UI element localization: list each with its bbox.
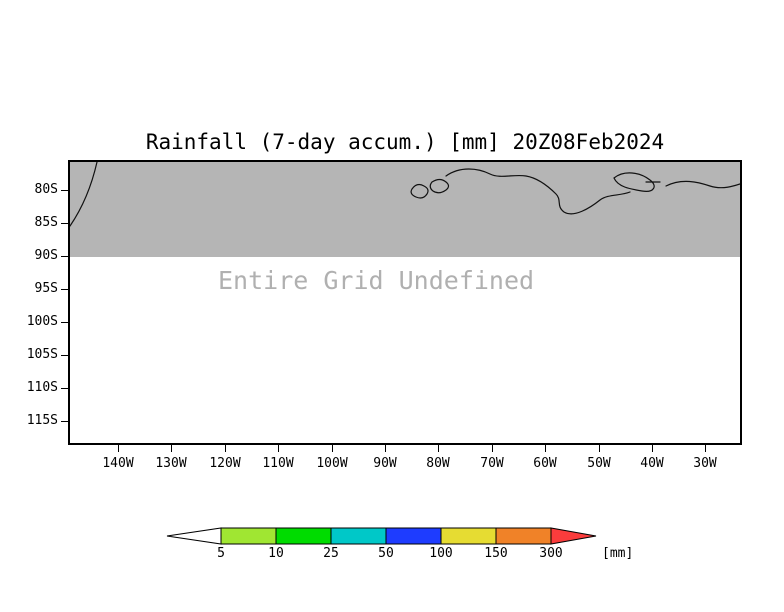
colorbar-level-label: 25 [323,546,339,561]
colorbar-segment [495,527,552,545]
plot-canvas [70,162,740,257]
x-tick-mark [385,445,386,452]
y-axis-label: 110S [26,380,58,395]
colorbar-segment [275,527,332,545]
x-tick-mark [545,445,546,452]
colorbar-segment [330,527,387,545]
colorbar-segment [440,527,497,545]
colorbar-unit-label: [mm] [602,546,634,561]
x-tick-mark [225,445,226,452]
x-tick-mark [492,445,493,452]
colorbar-over-arrow [550,527,597,545]
y-axis-label: 115S [26,413,58,428]
colorbar-segment [385,527,442,545]
x-axis-label: 70W [480,456,504,471]
y-axis-label: 100S [26,314,58,329]
y-axis-label: 90S [34,248,58,263]
y-tick-mark [61,190,68,191]
coastline-contour-topleft [70,162,98,227]
x-axis-label: 130W [155,456,187,471]
x-axis-label: 30W [693,456,717,471]
y-tick-mark [61,421,68,422]
x-tick-mark [278,445,279,452]
colorbar-level-label: 5 [217,546,225,561]
y-tick-mark [61,322,68,323]
x-tick-mark [171,445,172,452]
colorbar-level-label: 50 [378,546,394,561]
x-axis-label: 60W [533,456,557,471]
coastline-contour-island-right [613,172,655,192]
y-tick-mark [61,388,68,389]
x-axis-label: 120W [209,456,241,471]
undefined-grid-label: Entire Grid Undefined [218,266,535,295]
y-tick-mark [61,355,68,356]
x-tick-mark [652,445,653,452]
gray-mask-band [70,162,740,257]
y-tick-mark [61,289,68,290]
colorbar-level-label: 10 [268,546,284,561]
x-tick-mark [599,445,600,452]
x-axis-label: 90W [373,456,397,471]
x-tick-mark [438,445,439,452]
plot-title: Rainfall (7-day accum.) [mm] 20Z08Feb202… [145,130,665,154]
y-axis-label: 105S [26,347,58,362]
y-axis-label: 80S [34,182,58,197]
x-axis-label: 110W [262,456,294,471]
x-axis-label: 140W [102,456,134,471]
colorbar-segment [220,527,277,545]
x-tick-mark [705,445,706,452]
colorbar [166,527,597,545]
x-tick-mark [332,445,333,452]
x-axis-label: 100W [316,456,348,471]
x-axis-label: 40W [640,456,664,471]
coastline-contour-islands [410,178,450,199]
colorbar-level-label: 300 [539,546,563,561]
colorbar-level-label: 100 [429,546,453,561]
y-tick-mark [61,223,68,224]
y-axis-label: 95S [34,281,58,296]
x-tick-mark [118,445,119,452]
y-axis-label: 85S [34,215,58,230]
colorbar-level-label: 150 [484,546,508,561]
coastline-contour-right-edge [665,180,740,189]
x-axis-label: 80W [426,456,450,471]
y-tick-mark [61,256,68,257]
x-axis-label: 50W [587,456,611,471]
coastline-contour-main [445,168,631,215]
colorbar-under-arrow [166,527,222,545]
